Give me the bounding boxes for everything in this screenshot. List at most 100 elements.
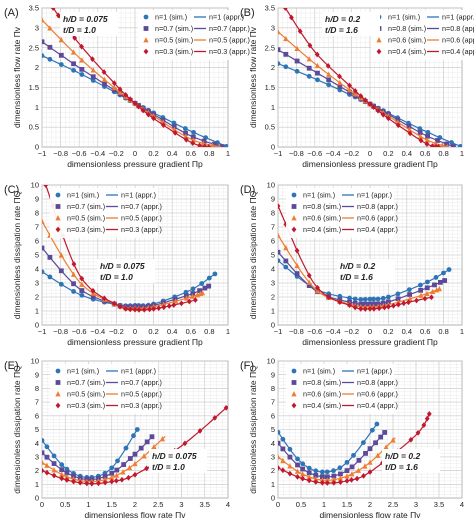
- data-point: [425, 133, 430, 139]
- data-point: [72, 35, 78, 41]
- data-point: [417, 130, 423, 135]
- data-point: [224, 143, 228, 147]
- x-tick-label: −1: [274, 327, 283, 336]
- data-point: [437, 279, 443, 285]
- data-point: [190, 291, 196, 296]
- data-point: [371, 305, 377, 312]
- y-tick-label: 3: [35, 23, 39, 32]
- data-point: [283, 51, 289, 57]
- legend-marker: [55, 192, 61, 198]
- data-point: [134, 427, 140, 432]
- x-tick-label: 1.5: [342, 500, 352, 509]
- x-tick-label: 1: [226, 149, 230, 158]
- data-point: [147, 306, 153, 313]
- legend-entry: n=1 (sim.): [303, 191, 335, 200]
- data-point: [102, 81, 107, 87]
- x-tick-label: 3.5: [200, 500, 210, 509]
- y-tick-label: 10: [31, 181, 39, 190]
- data-point: [283, 264, 289, 270]
- legend-marker: [291, 215, 297, 221]
- x-tick-label: 0.6: [420, 327, 430, 336]
- series-layer: [42, 404, 228, 487]
- annotation-text: h/D = 0.075: [63, 14, 108, 24]
- x-tick-label: −0.6: [72, 327, 87, 336]
- data-point: [59, 471, 65, 477]
- data-point: [306, 477, 312, 484]
- legend-background: [286, 188, 394, 238]
- data-point: [192, 297, 198, 303]
- data-point: [58, 252, 64, 258]
- data-point: [127, 456, 133, 461]
- data-point: [109, 470, 115, 476]
- data-point: [436, 285, 443, 292]
- data-point: [182, 126, 188, 131]
- data-point: [324, 469, 330, 475]
- data-point: [79, 57, 85, 63]
- data-point: [352, 91, 358, 97]
- data-point: [445, 143, 449, 147]
- data-point: [42, 438, 45, 443]
- data-point: [433, 275, 439, 280]
- data-point: [444, 141, 450, 147]
- data-point: [71, 61, 76, 67]
- data-point: [313, 479, 319, 485]
- annotation-text: t/D = 1.6: [340, 272, 373, 282]
- data-point: [429, 143, 435, 147]
- x-tick-label: 1: [86, 500, 90, 509]
- data-point: [347, 295, 352, 301]
- data-point: [441, 270, 446, 276]
- legend-entry: n=0.4 (appr.): [357, 401, 398, 410]
- legend-entry: n=0.3 (sim.): [67, 401, 105, 410]
- data-point: [64, 477, 70, 483]
- data-point: [319, 469, 325, 475]
- data-point: [55, 12, 61, 19]
- data-point: [319, 477, 325, 483]
- data-point: [326, 71, 332, 77]
- y-tick-label: 0.5: [29, 123, 39, 132]
- legend-entry: n=1 (sim.): [67, 367, 99, 376]
- data-point: [331, 476, 337, 483]
- x-tick-label: 2.5: [153, 500, 163, 509]
- data-point: [179, 300, 184, 307]
- legend-entry: n=0.7 (sim.): [155, 24, 193, 33]
- annotation-text: h/D = 0.2: [325, 14, 360, 24]
- data-point: [382, 430, 388, 435]
- x-tick-label: −0.2: [109, 149, 124, 158]
- data-point: [324, 477, 330, 483]
- legend-entry: n=0.3 (sim.): [67, 225, 105, 234]
- data-point: [59, 467, 65, 473]
- data-point: [294, 58, 300, 64]
- legend-entry: n=0.8 (sim.): [388, 24, 426, 33]
- annotation-background: [382, 449, 440, 473]
- data-point: [64, 473, 70, 480]
- y-tick-label: 2: [35, 63, 39, 72]
- x-tick-label: −1: [274, 149, 283, 158]
- data-point: [418, 282, 423, 288]
- y-tick-label: 0: [35, 321, 39, 330]
- data-point: [424, 415, 430, 422]
- y-tick-label: 1: [271, 480, 275, 489]
- legend-background: [50, 188, 158, 238]
- annotation-background: [322, 12, 380, 36]
- series-layer: [278, 411, 432, 486]
- y-tick-label: 1: [35, 103, 39, 112]
- legend-entry: n=0.6 (appr.): [357, 214, 398, 223]
- legend-marker: [55, 402, 61, 409]
- data-point: [151, 115, 156, 122]
- data-point: [349, 464, 355, 470]
- data-point: [344, 477, 350, 484]
- data-point: [184, 295, 190, 301]
- data-point: [300, 461, 306, 467]
- data-point: [206, 143, 212, 147]
- data-point: [197, 142, 202, 147]
- x-axis-label: dimensionless pressure gradient Πp: [302, 337, 438, 347]
- data-point: [380, 111, 386, 118]
- data-point: [375, 296, 381, 302]
- legend-entry: n=1 (sim.): [67, 191, 99, 200]
- x-tick-label: 0.2: [148, 327, 158, 336]
- y-tick-label: 6: [271, 411, 275, 420]
- data-point: [300, 471, 306, 477]
- data-point: [79, 66, 85, 72]
- data-point: [199, 281, 205, 286]
